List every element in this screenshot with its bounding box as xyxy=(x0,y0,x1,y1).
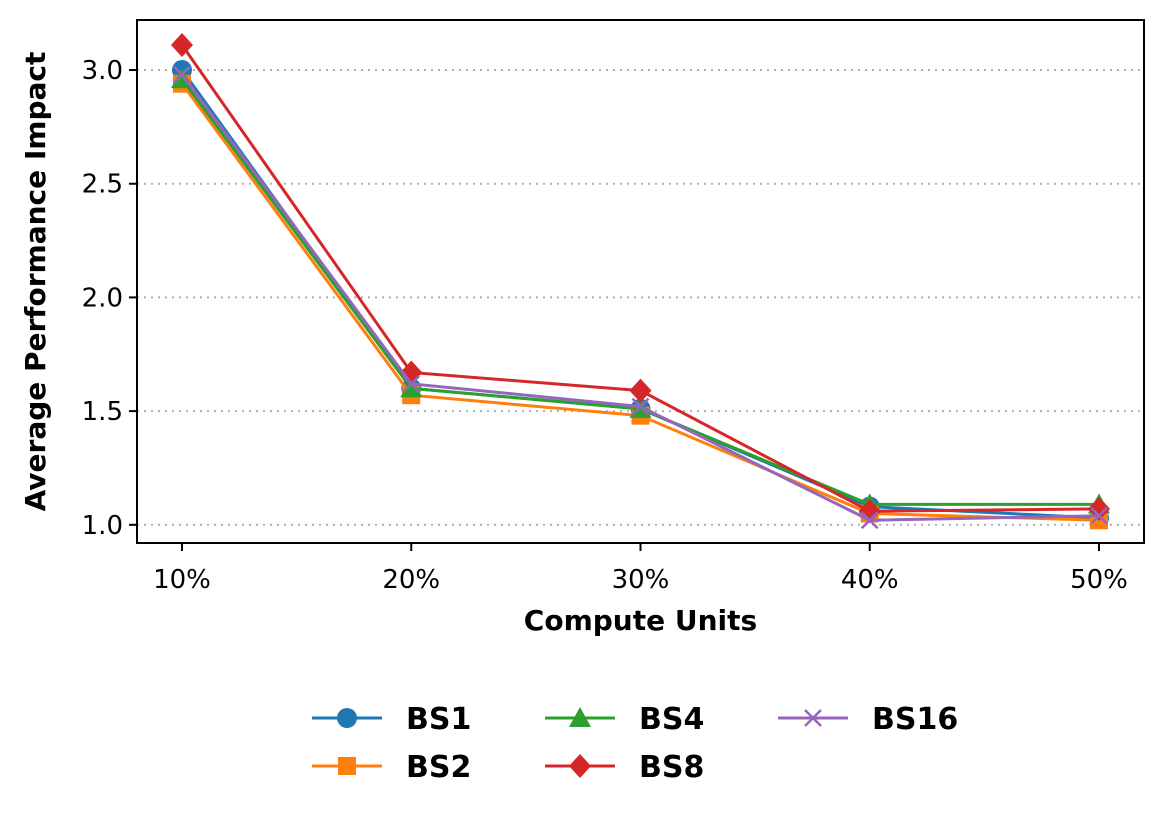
x-tick-label: 10% xyxy=(153,565,211,595)
legend-label: BS4 xyxy=(639,702,704,737)
data-point-bs16 xyxy=(173,65,191,84)
series-layer xyxy=(171,33,1110,530)
data-point-bs16 xyxy=(860,511,879,530)
series-line-bs4 xyxy=(180,78,1099,506)
data-point-bs8 xyxy=(171,33,193,58)
x-tick-label: 30% xyxy=(612,565,670,595)
y-tick-label: 2.5 xyxy=(82,170,123,200)
y-tick-label: 3.0 xyxy=(82,56,123,86)
x-tick-label: 40% xyxy=(841,565,899,595)
legend-label: BS2 xyxy=(406,750,471,785)
x-tick-label: 20% xyxy=(382,565,440,595)
legend-item-bs4: BS4 xyxy=(545,702,704,737)
series-line-bs8 xyxy=(180,44,1100,513)
series-bs2 xyxy=(173,74,1108,530)
series-bs16 xyxy=(173,65,1108,530)
legend: BS1 BS2 BS4 BS8 BS16 xyxy=(312,702,958,785)
legend-marker xyxy=(804,709,822,727)
legend-marker xyxy=(569,754,591,778)
legend-marker xyxy=(338,757,356,775)
legend-label: BS1 xyxy=(406,702,471,737)
axis-ticks: 1.0 1.5 2.0 2.5 3.0 10% 20% 30% 40% 50% xyxy=(82,56,1128,595)
legend-marker xyxy=(337,708,357,728)
series-line-bs1 xyxy=(180,69,1100,520)
legend-label: BS16 xyxy=(872,702,958,737)
series-bs1 xyxy=(172,60,1109,528)
data-point-bs16 xyxy=(402,374,421,393)
data-point-bs8 xyxy=(629,378,652,403)
y-tick-label: 1.0 xyxy=(82,511,123,541)
legend-item-bs1: BS1 xyxy=(312,702,471,737)
plot-frame xyxy=(136,19,1145,544)
legend-item-bs16: BS16 xyxy=(778,702,958,737)
series-bs4 xyxy=(171,68,1110,514)
y-tick-label: 2.0 xyxy=(82,283,123,313)
y-grid-lines xyxy=(137,69,1144,526)
x-tick-label: 50% xyxy=(1070,565,1128,595)
series-bs8 xyxy=(171,33,1110,524)
data-point-bs16 xyxy=(1090,506,1108,525)
y-tick-label: 1.5 xyxy=(82,397,123,427)
data-point-bs4 xyxy=(400,377,423,398)
series-line-bs2 xyxy=(180,82,1100,522)
legend-item-bs8: BS8 xyxy=(545,750,704,785)
data-point-bs16 xyxy=(631,397,650,416)
y-axis-label: Average Performance Impact xyxy=(19,52,52,512)
x-axis-label: Compute Units xyxy=(524,604,757,637)
legend-label: BS8 xyxy=(639,750,704,785)
legend-marker xyxy=(569,707,591,727)
legend-item-bs2: BS2 xyxy=(312,750,471,785)
